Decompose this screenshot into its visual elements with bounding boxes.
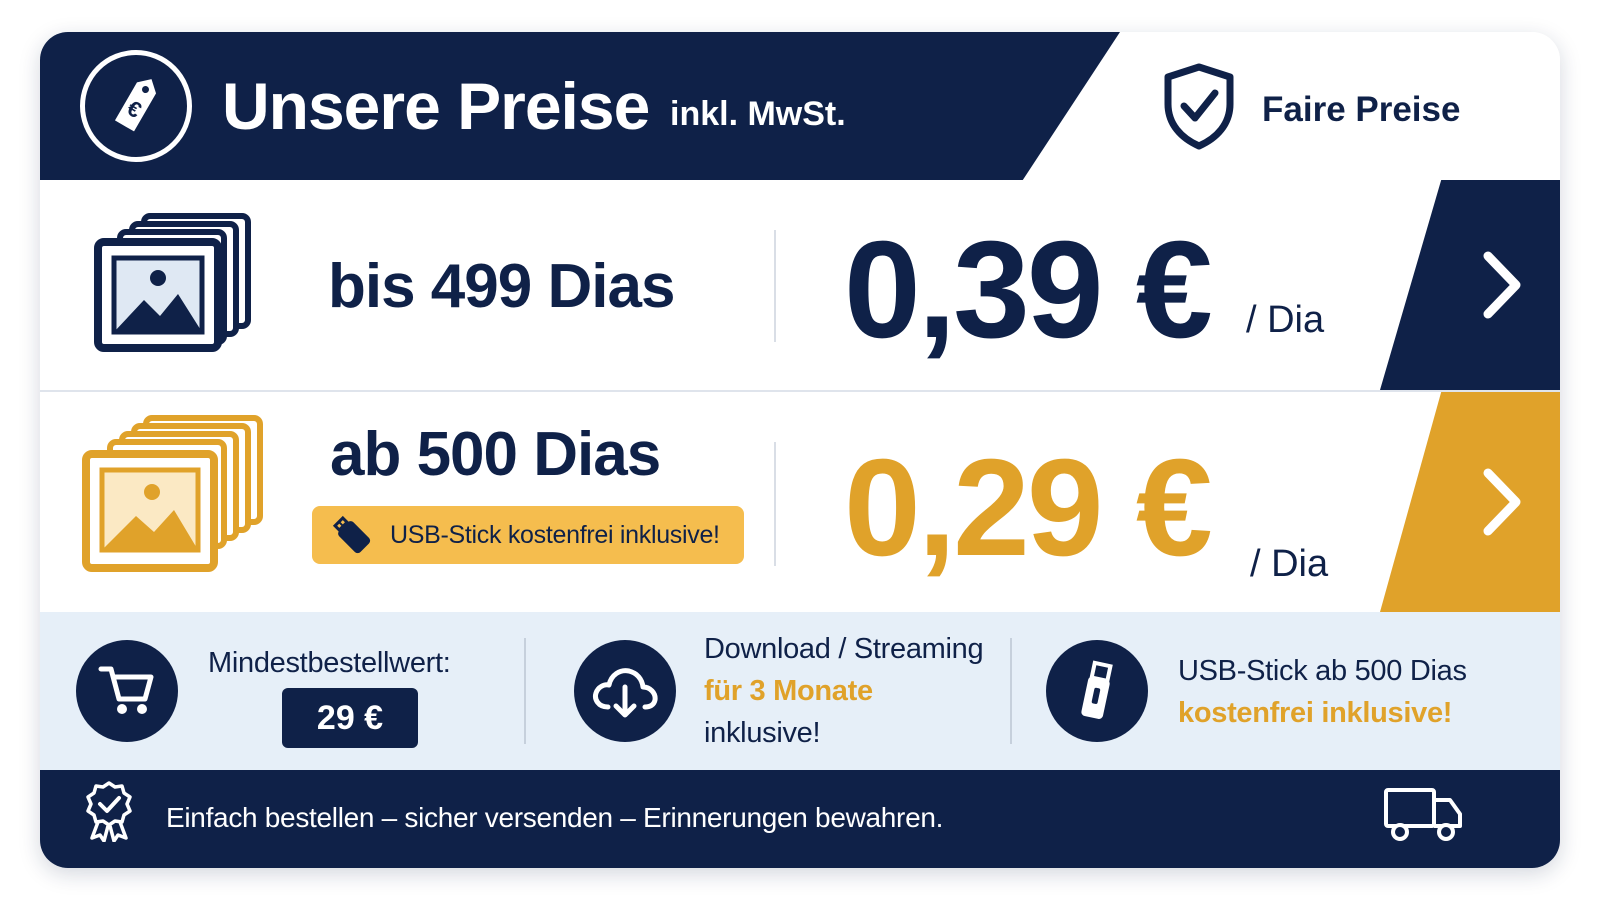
- photo-stack-icon: [94, 212, 254, 357]
- tier-unit: / Dia: [1250, 543, 1329, 585]
- usb-line1: USB-Stick ab 500 Dias: [1178, 655, 1467, 687]
- download-line3: inklusive!: [704, 717, 821, 749]
- min-order-value: 29 €: [282, 688, 418, 748]
- cart-icon: [76, 640, 178, 742]
- page-subtitle: inkl. MwSt.: [670, 95, 846, 133]
- shield-check-icon: [1162, 62, 1236, 155]
- info-divider: [1010, 638, 1012, 744]
- footer: Einfach bestellen – sicher versenden – E…: [40, 770, 1560, 868]
- tier-arrow-button[interactable]: [1380, 180, 1560, 390]
- header: € Unsere Preise inkl. MwSt. Faire Preise: [40, 32, 1560, 180]
- usb-included-text: USB-Stick kostenfrei inklusive!: [390, 520, 720, 549]
- min-order-label: Mindestbestellwert:: [208, 647, 451, 679]
- photo-stack-icon: [82, 414, 268, 579]
- chevron-right-icon: [1483, 251, 1521, 319]
- page-title: Unsere Preise: [222, 69, 650, 143]
- award-badge-icon: [84, 780, 134, 847]
- row-divider: [774, 442, 776, 566]
- info-strip: Mindestbestellwert: 29 € Download / Stre…: [40, 612, 1560, 770]
- usb-stick-icon: [1046, 640, 1148, 742]
- usb-line2: kostenfrei inklusive!: [1178, 697, 1453, 729]
- tier-price: 0,29 €: [844, 431, 1213, 585]
- pricing-card: € Unsere Preise inkl. MwSt. Faire Preise: [40, 32, 1560, 868]
- usb-stick-icon: [332, 515, 371, 554]
- download-line1: Download / Streaming: [704, 633, 984, 665]
- tier-arrow-button[interactable]: [1380, 392, 1560, 612]
- tier-label: ab 500 Dias: [330, 420, 661, 489]
- cloud-download-icon: [574, 640, 676, 742]
- euro-price-tag-icon: €: [80, 50, 192, 162]
- usb-included-badge: USB-Stick kostenfrei inklusive!: [312, 506, 744, 564]
- chevron-right-icon: [1483, 468, 1521, 536]
- download-line2: für 3 Monate: [704, 675, 873, 707]
- tier-row-bulk: ab 500 Dias USB-Stick kostenfrei inklusi…: [40, 392, 1560, 612]
- info-divider: [524, 638, 526, 744]
- tier-unit: / Dia: [1246, 299, 1325, 341]
- tier-price: 0,39 €: [844, 213, 1213, 367]
- row-divider: [774, 230, 776, 342]
- header-banner: [40, 32, 1120, 180]
- tier-row-standard: bis 499 Dias 0,39 € / Dia: [40, 180, 1560, 392]
- truck-icon: [1382, 784, 1466, 849]
- fair-prices-badge: Faire Preise: [1262, 90, 1461, 129]
- tier-label: bis 499 Dias: [328, 252, 675, 321]
- footer-slogan: Einfach bestellen – sicher versenden – E…: [166, 802, 944, 833]
